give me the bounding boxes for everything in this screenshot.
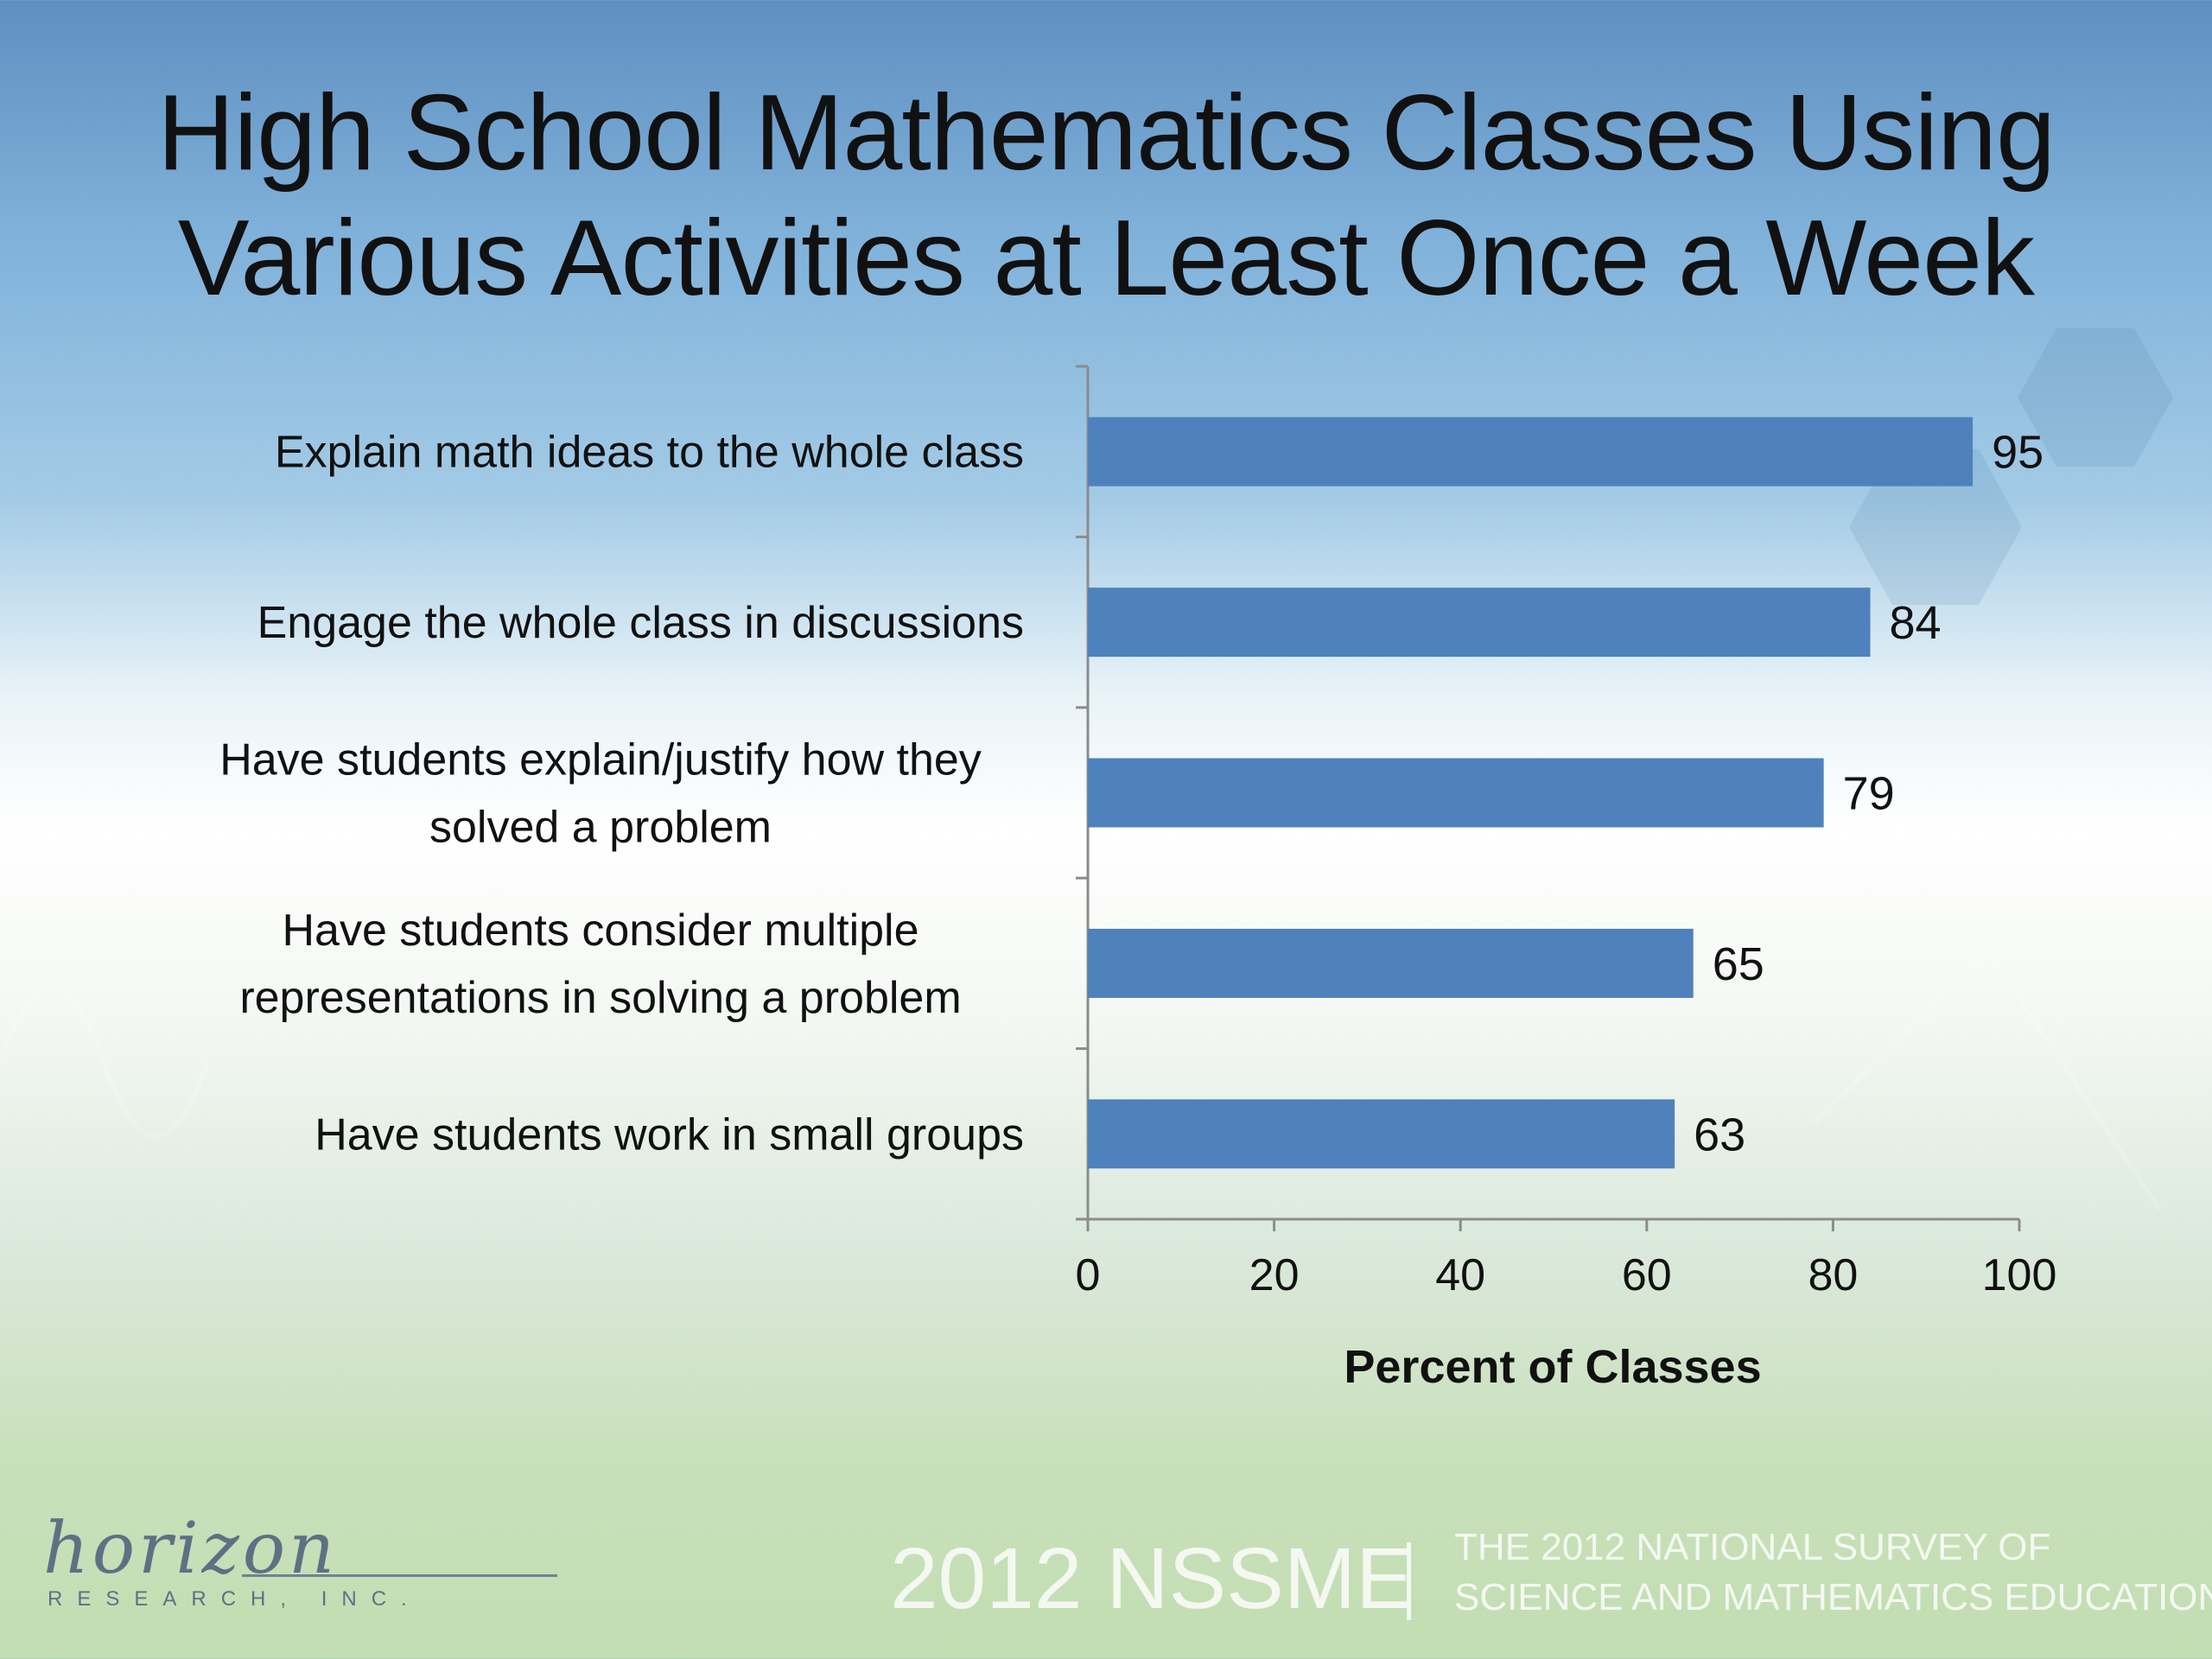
slide-title-line-2: Various Activities at Least Once a Week	[177, 199, 2035, 318]
logo-script-text: horizon	[43, 1508, 338, 1590]
bar-data-label: 95	[1992, 427, 2044, 479]
bar	[1088, 416, 1974, 486]
bar-data-label: 79	[1843, 768, 1895, 820]
value-tick-label: 0	[1076, 1250, 1101, 1300]
footer-survey-line-1: THE 2012 NATIONAL SURVEY OF	[1454, 1526, 2051, 1568]
value-tick-label: 60	[1622, 1250, 1672, 1300]
footer-survey-line-2: SCIENCE AND MATHEMATICS EDUCATION	[1454, 1576, 2212, 1618]
x-axis-title: Percent of Classes	[1344, 1341, 1761, 1393]
slide-title: High School Mathematics Classes Using Va…	[86, 71, 2126, 321]
value-tick-label: 80	[1808, 1250, 1858, 1300]
category-label: Have students work in small groups	[315, 1109, 1024, 1160]
horizon-research-logo: horizon RESEARCH, INC.	[43, 1508, 557, 1629]
bar	[1088, 588, 1871, 658]
logo-subtitle: RESEARCH, INC.	[48, 1587, 422, 1611]
category-label: representations in solving a problem	[239, 973, 961, 1023]
bar	[1088, 758, 1824, 828]
value-tick-label: 100	[1982, 1250, 2057, 1300]
footer-survey-name: THE 2012 NATIONAL SURVEY OF SCIENCE AND …	[1454, 1522, 2212, 1623]
category-label: solved a problem	[429, 803, 772, 853]
footer-divider	[1407, 1542, 1411, 1620]
bar-data-label: 84	[1890, 597, 1942, 649]
slide-title-line-1: High School Mathematics Classes Using	[157, 73, 2056, 193]
category-label: Engage the whole class in discussions	[257, 598, 1024, 648]
value-tick-label: 20	[1249, 1250, 1300, 1300]
bar	[1088, 928, 1694, 998]
category-label: Have students explain/justify how they	[219, 735, 982, 785]
value-tick-label: 40	[1435, 1250, 1485, 1300]
bar	[1088, 1099, 1675, 1169]
logo-underline	[242, 1574, 557, 1577]
category-label: Have students consider multiple	[282, 906, 918, 956]
footer-brand: 2012 NSSME	[890, 1530, 1414, 1627]
category-label: Explain math ideas to the whole class	[275, 428, 1024, 478]
bar-data-label: 65	[1713, 938, 1764, 990]
bar-data-label: 63	[1694, 1109, 1745, 1160]
